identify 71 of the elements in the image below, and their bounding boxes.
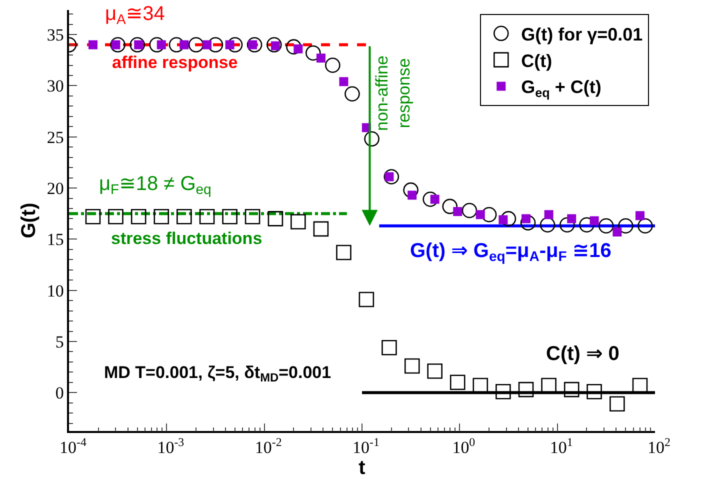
legend-label: G$_{eq}$ + C(t) [521,77,602,100]
annotation: stress fluctuations [111,229,262,248]
annotation: MD T=0.001, ζ=5, δt$_{MD}$=0.001 [104,363,332,385]
point [496,384,511,400]
point [244,209,260,224]
point [176,209,192,224]
point [564,382,580,398]
point [202,40,212,50]
annotation: μ$_{A}$≅34 [105,3,165,28]
annotation: affine response [112,53,238,72]
point [498,215,508,224]
point [199,209,215,224]
annotation: μ$_{F}$≅18 ≠ G$_{eq}$ [99,173,212,198]
y-tick-label: 10 [46,281,64,300]
point [290,214,306,230]
point [156,40,166,50]
point [268,211,284,226]
point [541,378,556,394]
point [612,228,622,237]
point [567,214,576,224]
annotation: C(t) ⇒ 0 [546,343,620,365]
point [453,207,462,216]
point [85,209,101,224]
point [130,37,145,52]
point [404,358,420,374]
point [586,384,602,400]
point [590,216,599,226]
x-axis-title: t [358,457,366,480]
point [222,209,238,224]
point [339,77,348,86]
legend-label: C(t) [521,50,552,71]
x-tick-label: 10$^{0}$ [452,435,476,458]
point [88,40,98,50]
x-tick-label: 10$^{-1}$ [352,435,380,458]
point [225,40,234,50]
point [358,292,374,308]
x-tick-label: 10$^{-2}$ [254,435,282,458]
point [472,378,488,394]
y-tick-label: 5 [55,332,64,352]
y-tick-label: 35 [46,26,64,44]
y-tick-label: 15 [46,230,64,250]
y-tick-label: 30 [46,76,64,96]
point [610,396,625,412]
y-axis-title: G(t) [18,202,40,238]
point [476,210,485,220]
point [313,221,329,237]
point [430,194,440,204]
y-tick-label: 20 [46,178,64,198]
point [635,211,644,220]
y-tick-label: 25 [46,128,64,147]
y-tick-label: 0 [55,384,64,403]
point [180,40,189,50]
point [408,190,417,200]
annotation: G(t) ⇒ G$_{eq}$=μ$_{A}$-μ$_{F}$ ≅16 [410,240,612,264]
point [450,374,466,390]
point [632,378,648,394]
point [154,209,170,224]
point [544,210,554,220]
point [518,382,534,398]
point [108,209,124,224]
point [130,209,146,224]
legend-label: G(t) for γ=0.01 [521,24,643,44]
annotation: non-affine response [372,56,414,131]
x-tick-label: 10$^{1}$ [550,435,573,458]
x-tick-label: 10$^{2}$ [648,435,671,458]
point [316,54,326,63]
point [382,340,397,356]
x-tick-label: 10$^{-4}$ [60,435,87,458]
point [427,364,442,379]
x-tick-label: 10$^{-3}$ [157,435,184,458]
point [336,244,352,260]
